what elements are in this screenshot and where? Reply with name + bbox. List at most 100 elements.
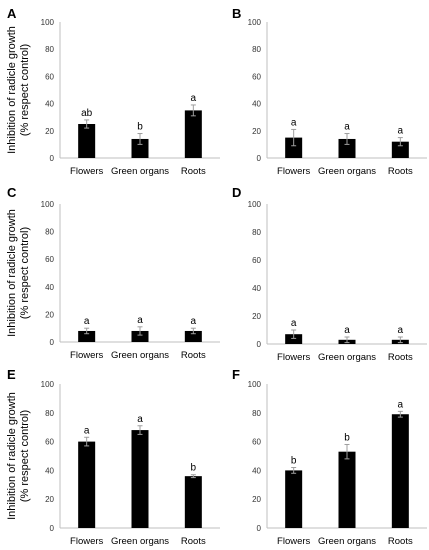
panel-label: D: [232, 185, 241, 200]
chart-panel-c: C 0 20 40 60 80 100 a Flowers a Green organs a Roots…: [6, 185, 220, 361]
category-label: Flowers: [70, 166, 104, 177]
significance-letter: b: [191, 463, 197, 474]
bar: [184, 476, 202, 528]
significance-letter: a: [137, 414, 143, 425]
y-tick-label: 60: [252, 256, 261, 265]
y-tick-label: 60: [45, 438, 54, 447]
y-tick-label: 0: [257, 154, 262, 163]
y-tick-label: 100: [41, 18, 55, 27]
y-axis-title-line: Inhibition of radicle growth: [6, 392, 18, 520]
y-tick-label: 0: [50, 524, 55, 533]
significance-letter: a: [291, 318, 297, 329]
category-label: Roots: [181, 166, 206, 177]
bar: [391, 414, 409, 528]
panel-label: F: [232, 367, 240, 382]
significance-letter: a: [344, 325, 350, 336]
y-tick-label: 20: [45, 495, 54, 504]
y-axis-title-line: (% respect control): [19, 410, 31, 502]
chart-panel-f: F 0 20 40 60 80 100 b Flowers b Green organs a Roots: [232, 367, 427, 547]
y-tick-label: 20: [45, 310, 54, 319]
y-tick-label: 60: [45, 255, 54, 264]
panel-label: E: [7, 367, 16, 382]
category-label: Green organs: [111, 350, 169, 361]
y-tick-label: 40: [45, 283, 54, 292]
chart-panel-e: E 0 20 40 60 80 100 a Flowers a Green organs b Roots…: [6, 367, 220, 547]
y-tick-label: 40: [252, 100, 261, 109]
panel-label: C: [7, 185, 17, 200]
significance-letter: a: [398, 325, 404, 336]
significance-letter: ab: [81, 108, 93, 119]
panel-label: A: [7, 6, 17, 21]
bar: [391, 141, 409, 158]
y-tick-label: 80: [45, 409, 54, 418]
bar: [285, 334, 303, 344]
y-axis-title: Inhibition of radicle growth(% respect c…: [6, 209, 31, 337]
y-axis-title-line: (% respect control): [19, 227, 31, 319]
category-label: Green organs: [111, 536, 169, 547]
bar: [131, 330, 149, 342]
y-tick-label: 40: [252, 284, 261, 293]
significance-letter: a: [84, 316, 90, 327]
bar: [338, 138, 356, 158]
significance-letter: a: [191, 93, 197, 104]
y-tick-label: 60: [45, 72, 54, 81]
y-tick-label: 80: [252, 45, 261, 54]
bar: [285, 470, 303, 528]
category-label: Flowers: [277, 166, 311, 177]
y-tick-label: 0: [257, 524, 262, 533]
y-tick-label: 40: [45, 100, 54, 109]
category-label: Flowers: [277, 536, 311, 547]
chart-panel-b: B 0 20 40 60 80 100 a Flowers a Green organs a Roots: [232, 6, 427, 177]
bar: [78, 330, 96, 342]
chart-panel-d: D 0 20 40 60 80 100 a Flowers a Green organs a Roots: [232, 185, 427, 363]
significance-letter: a: [191, 316, 197, 327]
y-tick-label: 0: [50, 154, 55, 163]
y-tick-label: 40: [45, 466, 54, 475]
category-label: Roots: [181, 536, 206, 547]
y-tick-label: 60: [252, 72, 261, 81]
panel-label: B: [232, 6, 241, 21]
category-label: Flowers: [277, 352, 311, 363]
y-tick-label: 100: [41, 200, 55, 209]
bar: [184, 330, 202, 342]
bar: [78, 124, 96, 158]
y-tick-label: 0: [50, 338, 55, 347]
y-tick-label: 40: [252, 466, 261, 475]
bar: [131, 138, 149, 158]
y-axis-title: Inhibition of radicle growth(% respect c…: [6, 26, 31, 154]
category-label: Green organs: [111, 166, 169, 177]
significance-letter: a: [84, 425, 90, 436]
category-label: Roots: [388, 352, 413, 363]
bar: [285, 137, 303, 158]
significance-letter: b: [344, 432, 350, 443]
category-label: Green organs: [318, 352, 376, 363]
y-tick-label: 0: [257, 340, 262, 349]
category-label: Green organs: [318, 166, 376, 177]
category-label: Roots: [388, 166, 413, 177]
y-tick-label: 80: [45, 228, 54, 237]
y-tick-label: 20: [45, 127, 54, 136]
bar: [78, 441, 96, 528]
chart-panel-a: A 0 20 40 60 80 100 ab Flowers b Green organs a Root…: [6, 6, 220, 177]
significance-letter: a: [291, 117, 297, 128]
significance-letter: a: [344, 122, 350, 133]
significance-letter: a: [398, 126, 404, 137]
y-axis-title: Inhibition of radicle growth(% respect c…: [6, 392, 31, 520]
bar: [184, 110, 202, 158]
y-axis-title-line: Inhibition of radicle growth: [6, 209, 18, 337]
significance-letter: a: [137, 315, 143, 326]
category-label: Roots: [181, 350, 206, 361]
y-tick-label: 60: [252, 438, 261, 447]
y-tick-label: 100: [248, 18, 262, 27]
y-tick-label: 100: [248, 380, 262, 389]
y-axis-title-line: Inhibition of radicle growth: [6, 26, 18, 154]
y-tick-label: 80: [252, 228, 261, 237]
significance-letter: b: [137, 122, 143, 133]
y-axis-title-line: (% respect control): [19, 44, 31, 136]
y-tick-label: 20: [252, 312, 261, 321]
category-label: Flowers: [70, 536, 104, 547]
y-tick-label: 20: [252, 127, 261, 136]
y-tick-label: 80: [252, 409, 261, 418]
category-label: Roots: [388, 536, 413, 547]
